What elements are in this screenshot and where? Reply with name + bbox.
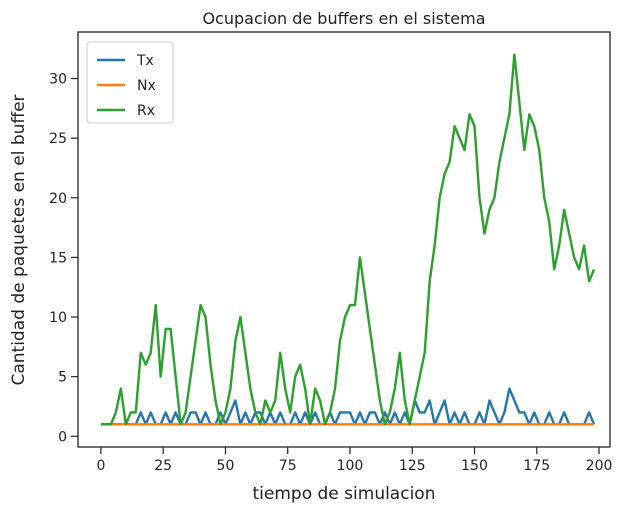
- y-tick-label: 5: [58, 370, 67, 386]
- chart-title: Ocupacion de buffers en el sistema: [202, 9, 485, 28]
- x-tick-label: 175: [523, 458, 550, 474]
- x-tick-label: 75: [279, 458, 297, 474]
- legend-label: Tx: [136, 53, 154, 69]
- line-series: [100, 53, 596, 426]
- y-tick-label: 15: [49, 250, 67, 266]
- plot-frame: [77, 31, 611, 448]
- x-tick-label: 25: [154, 458, 172, 474]
- y-tick-label: 25: [49, 131, 67, 147]
- line-series: [100, 387, 596, 426]
- y-tick-label: 10: [49, 310, 67, 326]
- x-tick-label: 50: [217, 458, 235, 474]
- y-tick-label: 0: [58, 429, 67, 445]
- x-tick-label: 150: [461, 458, 488, 474]
- legend-label: Rx: [137, 103, 155, 119]
- y-tick-label: 30: [49, 72, 67, 88]
- x-tick-label: 125: [399, 458, 426, 474]
- x-tick-label: 100: [337, 458, 364, 474]
- legend-label: Nx: [137, 78, 156, 94]
- legend-box: [86, 41, 174, 124]
- y-axis-label: Cantidad de paquetes en el buffer: [9, 94, 29, 385]
- x-tick-label: 0: [96, 458, 105, 474]
- y-tick-label: 20: [49, 191, 67, 207]
- x-axis-label: tiempo de simulacion: [253, 484, 436, 504]
- x-tick-label: 200: [586, 458, 613, 474]
